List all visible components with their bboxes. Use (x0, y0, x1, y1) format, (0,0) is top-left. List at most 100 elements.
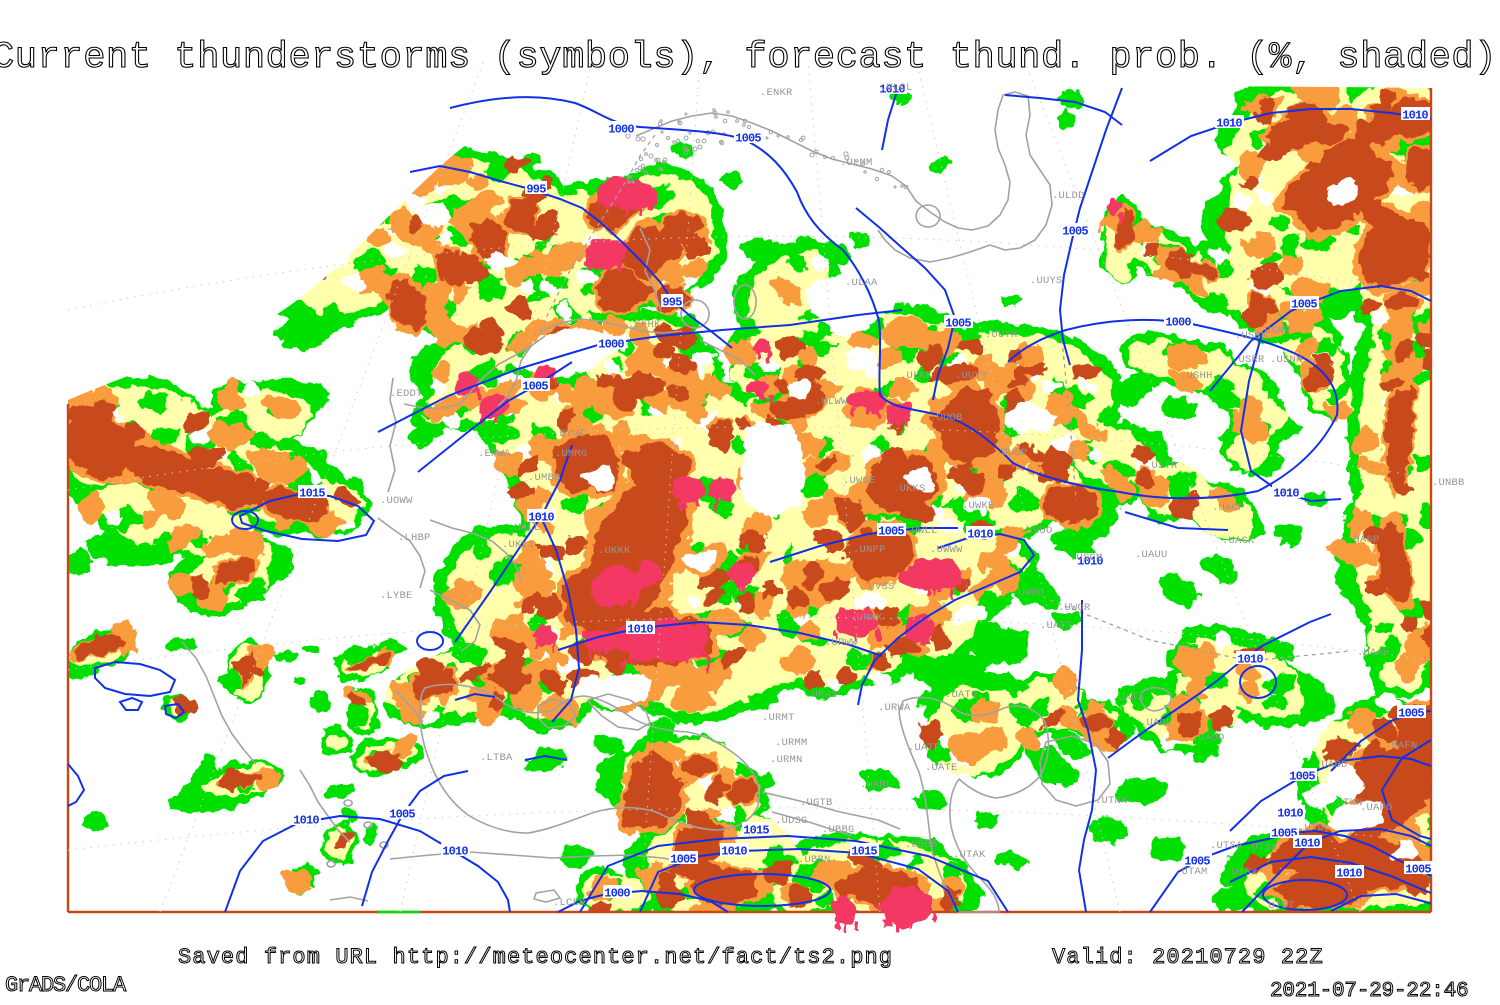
svg-text:.USNN: .USNN (1270, 354, 1303, 366)
svg-text:.UATE: .UATE (925, 762, 958, 774)
svg-text:.UKLI: .UKLI (502, 539, 535, 551)
svg-text:Current thunderstorms (symbols: Current thunderstorms (symbols), forecas… (0, 37, 1497, 79)
svg-text:.UUBP: .UUBP (995, 447, 1028, 459)
svg-text:.USHH: .USHH (1180, 370, 1213, 382)
svg-text:.UACP: .UACP (1212, 502, 1245, 514)
svg-text:.UVUO: .UVUO (1020, 525, 1053, 537)
svg-text:1010: 1010 (967, 528, 993, 542)
svg-text:.UVSS: .UVSS (862, 581, 895, 593)
svg-text:.URWK: .URWK (850, 612, 883, 624)
svg-text:.EFHK: .EFHK (628, 319, 661, 331)
svg-text:1015: 1015 (299, 487, 325, 501)
svg-text:995: 995 (526, 183, 546, 197)
svg-text:.UAFO: .UAFO (1360, 802, 1393, 814)
svg-text:.UWGE: .UWGE (843, 475, 876, 487)
svg-text:1000: 1000 (608, 123, 634, 137)
svg-text:.URML: .URML (860, 779, 893, 791)
svg-text:.UNBB: .UNBB (1432, 477, 1465, 489)
svg-text:1010: 1010 (1237, 653, 1263, 667)
svg-text:.UADL: .UADL (1140, 717, 1173, 729)
svg-text:.ULAA: .ULAA (845, 277, 878, 289)
svg-text:.UAOO: .UAOO (1192, 732, 1225, 744)
svg-text:1000: 1000 (598, 338, 624, 352)
svg-text:1010: 1010 (528, 511, 554, 525)
svg-text:.UKKK: .UKKK (598, 545, 631, 557)
svg-text:.UGTB: .UGTB (800, 797, 833, 809)
svg-text:GrADS/COLA: GrADS/COLA (5, 973, 127, 998)
svg-text:1010: 1010 (1216, 117, 1242, 131)
svg-text:.UNPP: .UNPP (853, 544, 886, 556)
svg-text:.UATA: .UATA (1112, 692, 1145, 704)
svg-text:.ENKR: .ENKR (760, 87, 793, 99)
svg-text:1005: 1005 (1289, 770, 1315, 784)
svg-text:.URMM: .URMM (775, 737, 808, 749)
svg-text:1005: 1005 (735, 132, 761, 146)
svg-text:.UBBN: .UBBN (798, 854, 831, 866)
svg-text:.LYBE: .LYBE (380, 590, 413, 602)
svg-text:.ULOL: .ULOL (880, 82, 913, 94)
svg-text:.BYVI: .BYVI (553, 428, 586, 440)
svg-text:.UTKN: .UTKN (1330, 797, 1363, 809)
svg-text:1010: 1010 (293, 814, 319, 828)
svg-text:.LCLK: .LCLK (553, 897, 586, 909)
svg-text:1000: 1000 (604, 887, 630, 901)
svg-text:.UTAK: .UTAK (953, 849, 986, 861)
svg-text:1005: 1005 (1291, 298, 1317, 312)
svg-text:.UKLL: .UKLL (508, 522, 541, 534)
svg-text:1010: 1010 (1273, 487, 1299, 501)
svg-text:.UBBG: .UBBG (822, 824, 855, 836)
svg-text:1005: 1005 (1062, 225, 1088, 239)
svg-text:1010: 1010 (879, 83, 905, 97)
svg-text:.ULDD: .ULDD (1052, 190, 1085, 202)
svg-text:.UAUU: .UAUU (1135, 549, 1168, 561)
svg-text:Saved from URL http://meteocen: Saved from URL http://meteocenter.net/fa… (178, 945, 893, 970)
svg-text:1010: 1010 (1294, 837, 1320, 851)
svg-text:.UTDL: .UTDL (1298, 822, 1331, 834)
svg-text:1010: 1010 (627, 623, 653, 637)
svg-text:.UWOO: .UWOO (1012, 587, 1045, 599)
svg-text:.UBBB: .UBBB (905, 839, 938, 851)
svg-text:1010: 1010 (1277, 807, 1303, 821)
svg-text:.URWW: .URWW (825, 637, 858, 649)
svg-text:.ULKK: .ULKK (900, 370, 933, 382)
svg-text:2021-07-29-22:46: 2021-07-29-22:46 (1270, 980, 1468, 1000)
svg-text:.UATF: .UATF (908, 742, 941, 754)
svg-text:.ULWW: .ULWW (815, 396, 848, 408)
svg-text:.UUOB: .UUOB (930, 412, 963, 424)
svg-text:.URWI: .URWI (805, 689, 838, 701)
svg-text:.EDDT: .EDDT (390, 388, 423, 400)
svg-text:.EPWA: .EPWA (478, 448, 511, 460)
svg-text:1005: 1005 (878, 525, 904, 539)
svg-text:.UTST: .UTST (1262, 900, 1295, 912)
svg-text:.URMN: .URMN (770, 754, 803, 766)
svg-text:.UDSG: .UDSG (775, 815, 808, 827)
svg-text:1000: 1000 (1165, 316, 1191, 330)
svg-text:1015: 1015 (851, 845, 877, 859)
svg-text:1005: 1005 (1271, 827, 1297, 841)
svg-text:.URMT: .URMT (762, 712, 795, 724)
svg-text:.UASP: .UASP (1347, 534, 1380, 546)
svg-text:.UWWW: .UWWW (930, 544, 963, 556)
svg-text:1005: 1005 (389, 808, 415, 822)
svg-text:.UATG: .UATG (945, 689, 978, 701)
svg-text:.UTAM: .UTAM (1175, 866, 1208, 878)
svg-text:.UWKE: .UWKE (962, 500, 995, 512)
svg-text:.UAFN: .UAFN (1385, 740, 1418, 752)
svg-text:.UAAH: .UAAH (1357, 647, 1390, 659)
svg-text:1010: 1010 (1402, 109, 1428, 123)
svg-text:1005: 1005 (522, 380, 548, 394)
svg-text:.UUYS: .UUYS (1030, 275, 1063, 287)
svg-text:.UOWW: .UOWW (380, 495, 413, 507)
svg-text:.UUYY: .UUYY (955, 370, 988, 382)
svg-text:995: 995 (662, 296, 682, 310)
svg-text:1010: 1010 (721, 845, 747, 859)
svg-text:Valid: 20210729 22Z: Valid: 20210729 22Z (1052, 945, 1324, 970)
svg-text:.USCM: .USCM (1070, 552, 1103, 564)
svg-text:.UTSX: .UTSX (1225, 867, 1258, 879)
svg-text:.UABD: .UABD (1315, 759, 1348, 771)
svg-text:1005: 1005 (945, 317, 971, 331)
svg-text:.UATT: .UATT (1040, 620, 1073, 632)
svg-text:.UMBB: .UMBB (528, 472, 561, 484)
svg-text:1005: 1005 (1398, 707, 1424, 721)
svg-text:.USNR: .USNR (1258, 325, 1291, 337)
